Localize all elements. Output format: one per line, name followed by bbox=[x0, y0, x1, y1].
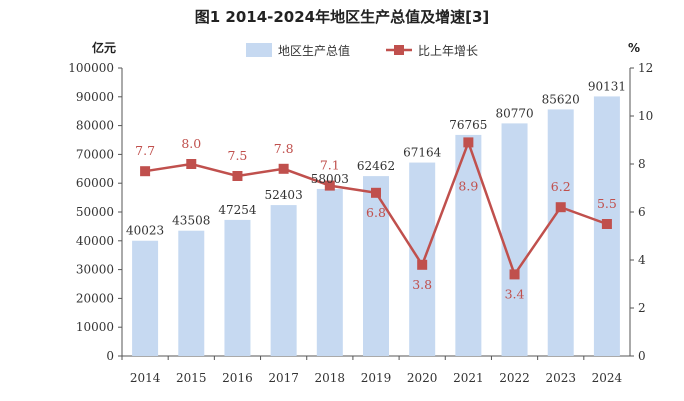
bar-value-label: 47254 bbox=[218, 203, 257, 217]
bar-value-label: 67164 bbox=[403, 146, 442, 160]
x-tick-label: 2019 bbox=[361, 371, 392, 385]
bar-value-label: 80770 bbox=[495, 106, 533, 120]
bar-value-label: 43508 bbox=[172, 214, 210, 228]
growth-point bbox=[509, 269, 520, 280]
growth-point bbox=[232, 171, 243, 181]
left-tick-label: 90000 bbox=[76, 90, 114, 104]
growth-point bbox=[140, 166, 151, 177]
bar bbox=[178, 230, 205, 356]
legend-bar-label: 地区生产总值 bbox=[278, 43, 350, 58]
growth-point bbox=[555, 202, 566, 213]
growth-value-label: 3.8 bbox=[412, 277, 432, 292]
growth-value-label: 6.8 bbox=[366, 205, 386, 220]
bar-value-label: 58003 bbox=[311, 172, 349, 186]
bar bbox=[455, 134, 482, 356]
x-tick-label: 2024 bbox=[592, 371, 623, 385]
bar-value-label: 62462 bbox=[357, 159, 395, 173]
right-unit-label: % bbox=[628, 41, 640, 55]
growth-value-label: 7.8 bbox=[274, 141, 294, 156]
left-tick-label: 100000 bbox=[68, 61, 114, 75]
right-tick-label: 8 bbox=[638, 157, 646, 171]
bar-value-label: 85620 bbox=[542, 92, 580, 106]
bar-value-label: 90131 bbox=[588, 79, 626, 93]
legend-bar-swatch bbox=[246, 43, 272, 57]
data-labels: 40023 43508 47254 52403 58003 62462 67164 76765… bbox=[126, 79, 626, 301]
growth-line bbox=[140, 137, 612, 280]
right-tick-label: 6 bbox=[638, 205, 646, 219]
growth-point bbox=[324, 180, 335, 191]
right-tick-label: 10 bbox=[638, 109, 653, 123]
bar bbox=[409, 162, 436, 356]
left-unit-label: 亿元 bbox=[92, 40, 116, 55]
bar-value-label: 52403 bbox=[265, 188, 303, 202]
bars bbox=[132, 96, 620, 356]
x-tick-label: 2015 bbox=[176, 371, 207, 385]
left-tick-label: 0 bbox=[106, 349, 114, 363]
right-tick-label: 4 bbox=[638, 253, 646, 267]
left-tick-label: 60000 bbox=[76, 176, 114, 190]
bar bbox=[547, 109, 574, 356]
growth-point bbox=[278, 163, 289, 174]
x-tick-label: 2016 bbox=[222, 371, 253, 385]
left-tick-label: 70000 bbox=[76, 147, 114, 161]
legend: 地区生产总值 比上年增长 bbox=[246, 43, 478, 58]
left-tick-label: 80000 bbox=[76, 119, 114, 133]
growth-value-label: 8.0 bbox=[181, 136, 201, 151]
left-tick-label: 10000 bbox=[76, 320, 114, 334]
bar-value-label: 40023 bbox=[126, 224, 164, 238]
bar bbox=[132, 240, 159, 356]
x-tick-label: 2021 bbox=[453, 371, 484, 385]
growth-value-label: 8.9 bbox=[458, 178, 478, 193]
right-tick-label: 0 bbox=[638, 349, 646, 363]
bar bbox=[316, 188, 343, 356]
left-tick-label: 40000 bbox=[76, 234, 114, 248]
bar bbox=[270, 205, 297, 356]
growth-value-label: 3.4 bbox=[505, 286, 525, 301]
growth-value-label: 7.7 bbox=[135, 143, 155, 158]
bar bbox=[501, 123, 528, 356]
growth-value-label: 5.5 bbox=[597, 196, 617, 211]
growth-point bbox=[463, 137, 474, 148]
bar bbox=[224, 219, 251, 356]
legend-line-marker bbox=[394, 45, 404, 55]
x-tick-label: 2022 bbox=[499, 371, 530, 385]
right-tick-label: 12 bbox=[638, 61, 653, 75]
x-tick-label: 2023 bbox=[545, 371, 576, 385]
axes: 0 10000 20000 30000 40000 50000 60000 70000 8000… bbox=[68, 40, 653, 385]
x-tick-label: 2018 bbox=[315, 371, 346, 385]
x-tick-label: 2014 bbox=[130, 371, 161, 385]
growth-value-label: 6.2 bbox=[551, 179, 571, 194]
x-tick-label: 2017 bbox=[268, 371, 299, 385]
right-tick-label: 2 bbox=[638, 301, 646, 315]
growth-value-label: 7.1 bbox=[320, 158, 340, 173]
left-tick-label: 50000 bbox=[76, 205, 114, 219]
left-tick-label: 20000 bbox=[76, 291, 114, 305]
left-tick-label: 30000 bbox=[76, 263, 114, 277]
chart-title: 图1 2014-2024年地区生产总值及增速[3] bbox=[194, 8, 490, 26]
growth-point bbox=[417, 259, 428, 270]
growth-point bbox=[601, 219, 612, 229]
x-tick-label: 2020 bbox=[407, 371, 438, 385]
bar-value-label: 76765 bbox=[449, 118, 487, 132]
legend-line-label: 比上年增长 bbox=[418, 44, 478, 58]
growth-point bbox=[186, 159, 197, 169]
growth-value-label: 7.5 bbox=[228, 148, 248, 163]
growth-point bbox=[371, 187, 381, 198]
bar bbox=[363, 176, 389, 356]
